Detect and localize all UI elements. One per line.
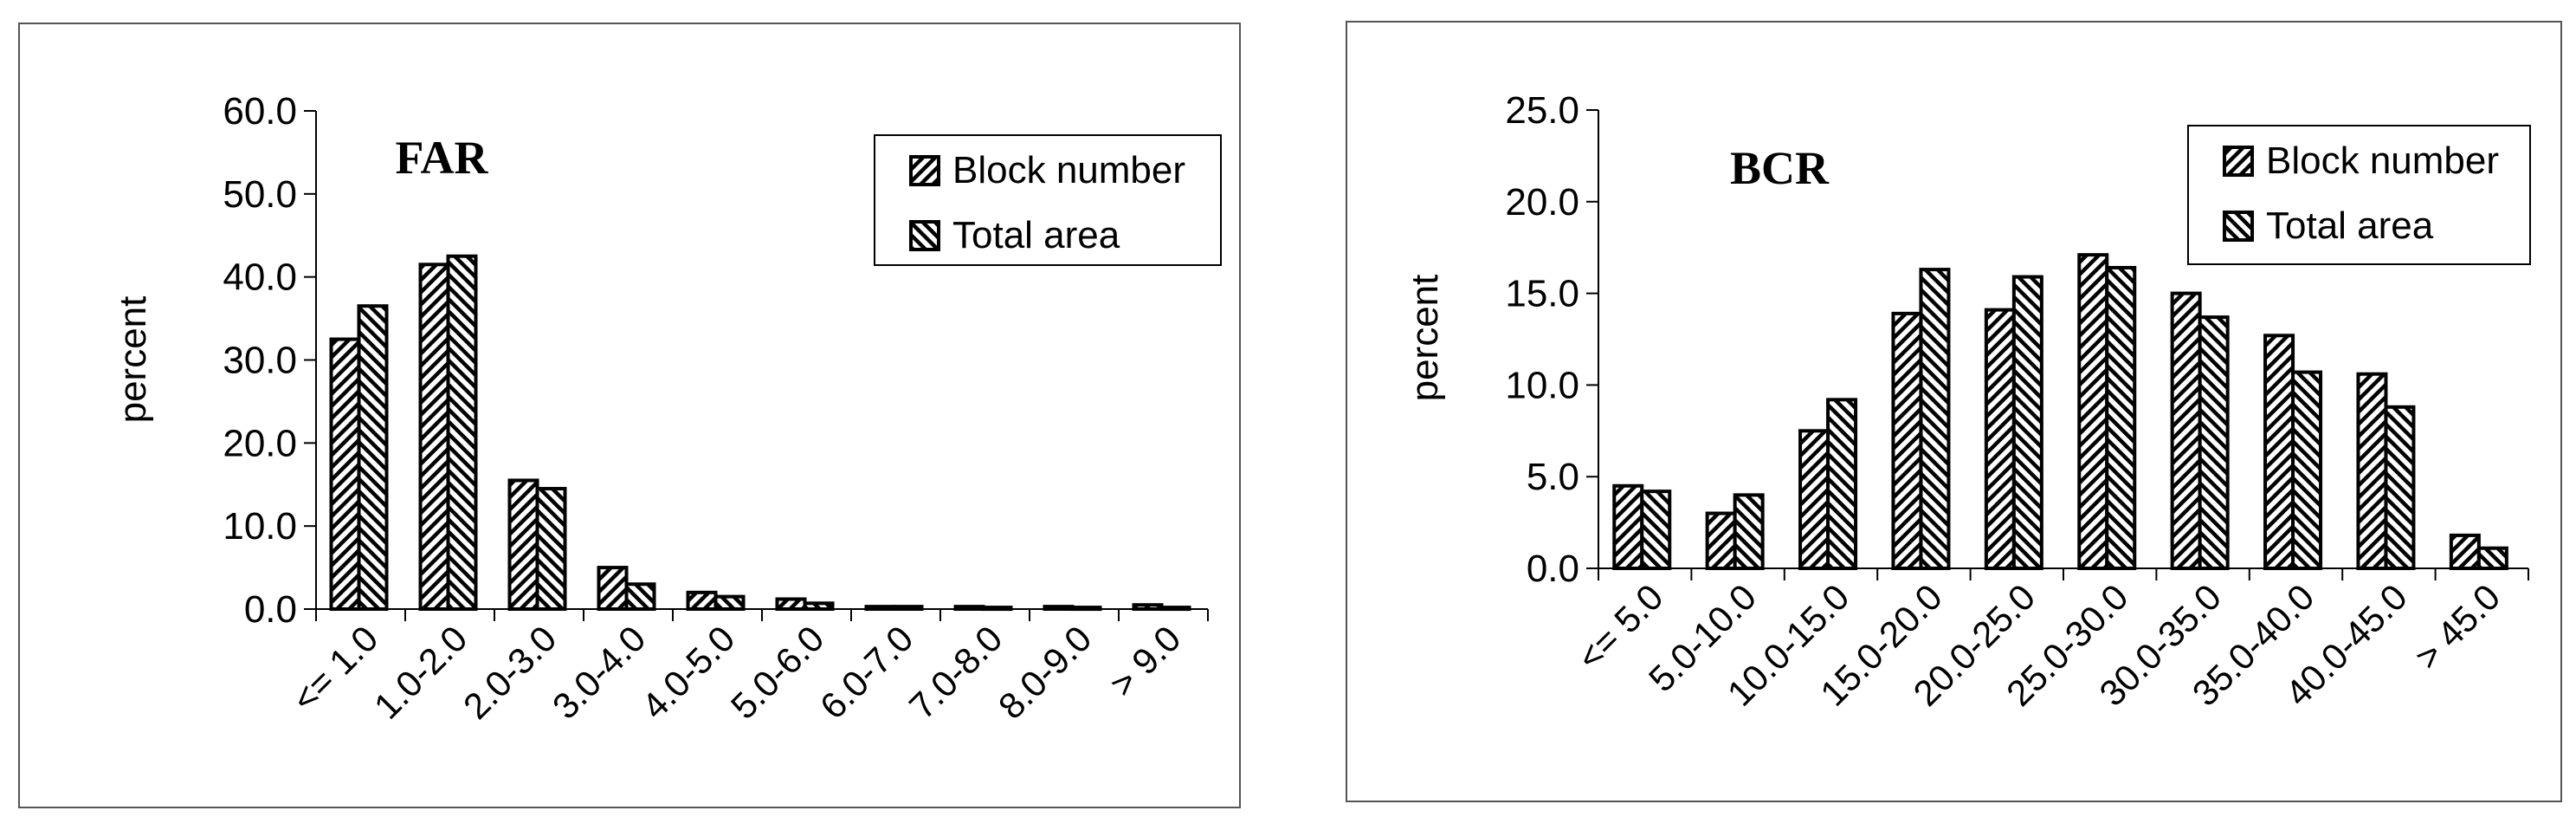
bar-block-number <box>1891 311 1923 570</box>
bar-total-area <box>1919 268 1951 570</box>
bar-block-number <box>2170 291 2202 570</box>
y-tick-label: 10.0 <box>223 505 297 548</box>
legend-label: Block number <box>2266 139 2499 182</box>
bar-total-area <box>2291 370 2323 571</box>
bar-block-number <box>1132 603 1164 611</box>
bar-block-number <box>953 605 985 611</box>
y-tick-label: 0.0 <box>1527 548 1579 590</box>
x-tick-label: 4.0-5.0 <box>634 618 743 727</box>
legend-swatch <box>2223 146 2254 177</box>
legend: Block number Total area <box>2187 125 2531 265</box>
x-tick-label: > 9.0 <box>1101 618 1188 704</box>
x-tick-label: 7.0-8.0 <box>901 618 1010 727</box>
bar-total-area <box>1070 606 1102 612</box>
bar-block-number <box>775 597 807 611</box>
bar-block-number <box>2356 372 2388 571</box>
bar-block-number <box>329 337 361 611</box>
y-tick-label: 20.0 <box>223 422 297 464</box>
bar-block-number <box>597 566 629 611</box>
legend-label: Block number <box>952 149 1185 191</box>
bar-total-area <box>2105 265 2137 570</box>
legend-swatch <box>909 220 940 251</box>
y-tick-label: 15.0 <box>1505 273 1579 315</box>
bar-total-area <box>713 594 746 611</box>
y-tick-label: 0.0 <box>244 588 297 631</box>
bar-total-area <box>981 606 1013 612</box>
bar-block-number <box>1043 605 1075 611</box>
chart-title: BCR <box>1730 142 1830 194</box>
legend: Block number Total area <box>874 134 1222 266</box>
x-tick-label: > 45.0 <box>2407 576 2508 678</box>
bar-total-area <box>446 254 478 611</box>
x-tick-label: 8.0-9.0 <box>991 618 1100 727</box>
bar-total-area <box>1733 493 1765 570</box>
bar-total-area <box>2384 405 2416 570</box>
y-tick-label: 20.0 <box>1505 181 1579 224</box>
bar-total-area <box>892 605 924 611</box>
x-tick-label: 2.0-3.0 <box>455 618 565 727</box>
legend-label: Total area <box>2266 204 2434 247</box>
y-tick-label: 25.0 <box>1505 89 1579 132</box>
legend-swatch <box>2223 211 2254 242</box>
x-tick-label: 1.0-2.0 <box>366 618 475 727</box>
y-tick-label: 50.0 <box>223 173 297 216</box>
x-tick-label: 6.0-7.0 <box>812 618 921 727</box>
chart-frame <box>1346 21 2562 802</box>
bar-total-area <box>2011 275 2043 570</box>
y-tick-label: 30.0 <box>223 340 297 382</box>
bar-total-area <box>357 304 389 611</box>
bar-block-number <box>2077 253 2109 570</box>
y-tick-label: 60.0 <box>223 90 297 133</box>
x-tick-label: 5.0-6.0 <box>723 618 832 727</box>
legend-swatch <box>909 155 940 186</box>
bar-block-number <box>507 478 539 611</box>
x-tick-label: <= 1.0 <box>284 618 385 719</box>
bar-total-area <box>803 601 835 612</box>
y-axis-label: percent <box>1404 275 1446 402</box>
x-tick-label: 3.0-4.0 <box>545 618 654 727</box>
legend-label: Total area <box>952 214 1120 256</box>
bar-total-area <box>1640 490 1672 570</box>
y-axis-label: percent <box>112 296 154 424</box>
y-tick-label: 40.0 <box>223 256 297 299</box>
chart-title: FAR <box>396 132 489 184</box>
bar-total-area <box>2476 546 2508 570</box>
bar-total-area <box>624 582 656 611</box>
bar-block-number <box>2449 533 2481 570</box>
bar-total-area <box>2198 315 2230 570</box>
bar-block-number <box>1984 308 2016 570</box>
bar-total-area <box>535 487 567 612</box>
bar-total-area <box>1826 398 1858 570</box>
bar-block-number <box>686 590 718 611</box>
bar-block-number <box>418 263 450 611</box>
chart-frame <box>18 23 1241 808</box>
bar-total-area <box>1159 606 1191 612</box>
y-tick-label: 5.0 <box>1527 456 1579 498</box>
bar-block-number <box>2263 334 2295 570</box>
chart-far: 0.0 10.0 20.0 30.0 40.0 50.0 60.0 percent FAR <= … <box>18 23 1241 808</box>
y-tick-label: 10.0 <box>1505 364 1579 406</box>
bar-block-number <box>864 605 896 611</box>
bar-block-number <box>1798 429 1830 570</box>
bar-block-number <box>1612 483 1644 571</box>
bar-block-number <box>1705 511 1737 571</box>
